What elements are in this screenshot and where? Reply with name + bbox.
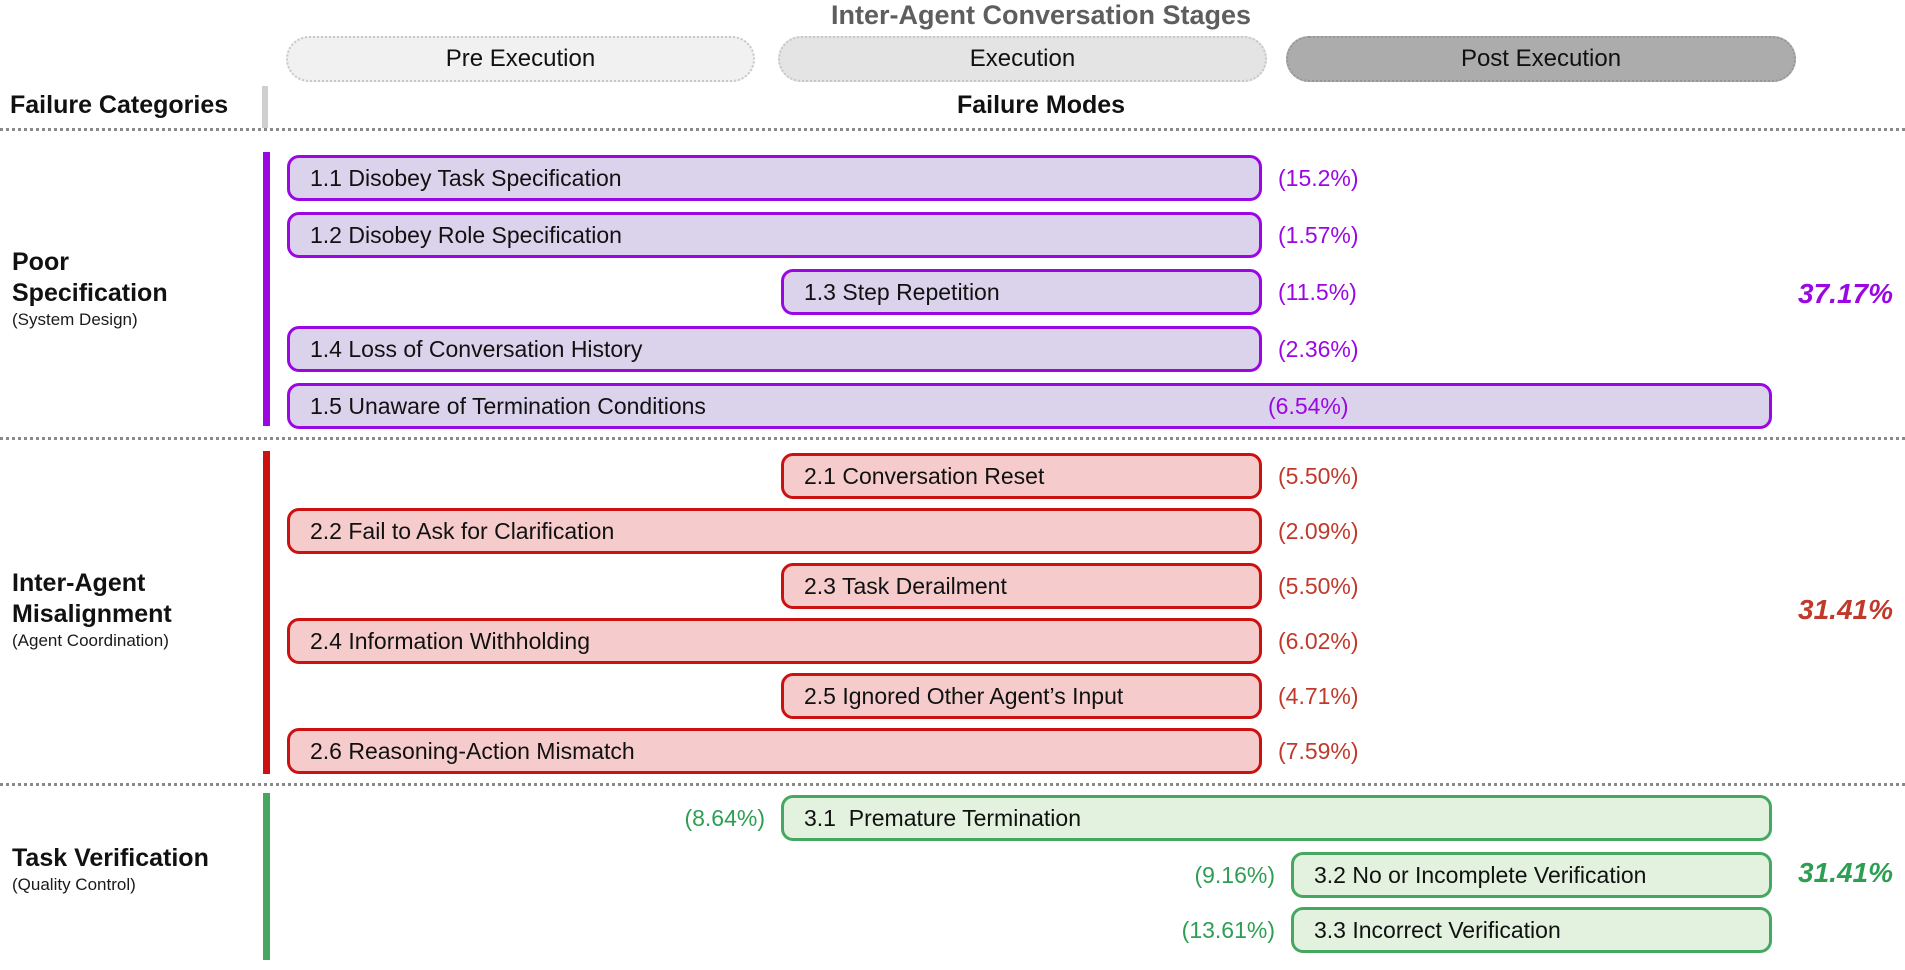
mode-box-2.4: 2.4 Information Withholding	[287, 618, 1262, 664]
task-verification-bar	[263, 793, 270, 960]
mode-box-3.2: 3.2 No or Incomplete Verification	[1291, 852, 1772, 898]
mode-box-2.5: 2.5 Ignored Other Agent’s Input	[781, 673, 1262, 719]
mode-pct-2.1: (5.50%)	[1278, 462, 1359, 489]
mode-label-3.1: 3.1 Premature Termination	[804, 804, 1081, 831]
mode-label-2.1: 2.1 Conversation Reset	[804, 462, 1045, 489]
poor-specification-label-line: Specification	[12, 279, 168, 307]
mode-label-2.4: 2.4 Information Withholding	[310, 627, 590, 654]
poor-specification-label: Poor Specification (System Design)	[12, 247, 168, 331]
mode-label-1.2: 1.2 Disobey Role Specification	[310, 221, 622, 248]
mode-box-1.5: 1.5 Unaware of Termination Conditions	[287, 383, 1772, 429]
mode-box-1.4: 1.4 Loss of Conversation History	[287, 326, 1262, 372]
mode-label-3.3: 3.3 Incorrect Verification	[1314, 916, 1561, 943]
mode-label-2.5: 2.5 Ignored Other Agent’s Input	[804, 682, 1124, 709]
stage-pill-pre-execution: Pre Execution	[286, 36, 755, 82]
mode-box-1.3: 1.3 Step Repetition	[781, 269, 1262, 315]
mode-pct-1.3: (11.5%)	[1278, 278, 1357, 305]
mode-box-2.6: 2.6 Reasoning-Action Mismatch	[287, 728, 1262, 774]
inter-agent-misalignment-subtitle: (Agent Coordination)	[12, 631, 169, 650]
inter-agent-misalignment-label-line: Inter-Agent	[12, 569, 146, 597]
poor-specification-total: 37.17%	[1798, 278, 1893, 309]
stages-title: Inter-Agent Conversation Stages	[830, 0, 1252, 30]
mode-pct-1.4: (2.36%)	[1278, 335, 1359, 362]
failure-modes-heading: Failure Modes	[956, 91, 1126, 119]
poor-specification-label-line: Poor	[12, 248, 69, 276]
inter-agent-misalignment-total: 31.41%	[1798, 594, 1893, 625]
mode-pct-3.3: (13.61%)	[1181, 916, 1275, 943]
mode-box-3.1: 3.1 Premature Termination	[781, 795, 1772, 841]
mode-pct-2.3: (5.50%)	[1278, 572, 1359, 599]
mode-box-3.3: 3.3 Incorrect Verification	[1291, 907, 1772, 953]
task-verification-label: Task Verification (Quality Control)	[12, 843, 209, 896]
mode-label-1.1: 1.1 Disobey Task Specification	[310, 164, 622, 191]
mode-label-3.2: 3.2 No or Incomplete Verification	[1314, 861, 1647, 888]
mode-box-1.2: 1.2 Disobey Role Specification	[287, 212, 1262, 258]
failure-categories-heading: Failure Categories	[10, 91, 229, 119]
poor-specification-bar	[263, 152, 270, 426]
mode-label-2.3: 2.3 Task Derailment	[804, 572, 1007, 599]
poor-specification-subtitle: (System Design)	[12, 310, 138, 329]
inter-agent-misalignment-label-line: Misalignment	[12, 600, 172, 628]
task-verification-subtitle: (Quality Control)	[12, 875, 136, 894]
mode-label-1.5: 1.5 Unaware of Termination Conditions	[310, 392, 706, 419]
mode-box-2.3: 2.3 Task Derailment	[781, 563, 1262, 609]
category-separator-line	[0, 437, 1905, 440]
mode-label-2.6: 2.6 Reasoning-Action Mismatch	[310, 737, 635, 764]
mode-label-2.2: 2.2 Fail to Ask for Clarification	[310, 517, 615, 544]
mode-box-1.1: 1.1 Disobey Task Specification	[287, 155, 1262, 201]
mode-pct-2.4: (6.02%)	[1278, 627, 1359, 654]
category-separator-line	[0, 783, 1905, 786]
mode-pct-3.1: (8.64%)	[684, 804, 765, 831]
inter-agent-misalignment-bar	[263, 451, 270, 774]
mode-box-2.2: 2.2 Fail to Ask for Clarification	[287, 508, 1262, 554]
mode-pct-1.1: (15.2%)	[1278, 164, 1359, 191]
stage-pill-post-execution: Post Execution	[1286, 36, 1796, 82]
mode-pct-1.5: (6.54%)	[1268, 392, 1349, 419]
stage-pill-execution: Execution	[778, 36, 1267, 82]
task-verification-total: 31.41%	[1798, 857, 1893, 888]
mode-label-1.3: 1.3 Step Repetition	[804, 278, 1000, 305]
mode-label-1.4: 1.4 Loss of Conversation History	[310, 335, 643, 362]
mode-pct-3.2: (9.16%)	[1194, 861, 1275, 888]
task-verification-label-line: Task Verification	[12, 844, 209, 872]
mode-box-2.1: 2.1 Conversation Reset	[781, 453, 1262, 499]
mode-pct-2.5: (4.71%)	[1278, 682, 1359, 709]
inter-agent-misalignment-label: Inter-Agent Misalignment (Agent Coordinati…	[12, 568, 172, 652]
header-separator-line	[0, 128, 1905, 131]
header-divider	[262, 86, 268, 128]
mode-pct-2.2: (2.09%)	[1278, 517, 1359, 544]
mode-pct-2.6: (7.59%)	[1278, 737, 1359, 764]
mode-pct-1.2: (1.57%)	[1278, 221, 1359, 248]
